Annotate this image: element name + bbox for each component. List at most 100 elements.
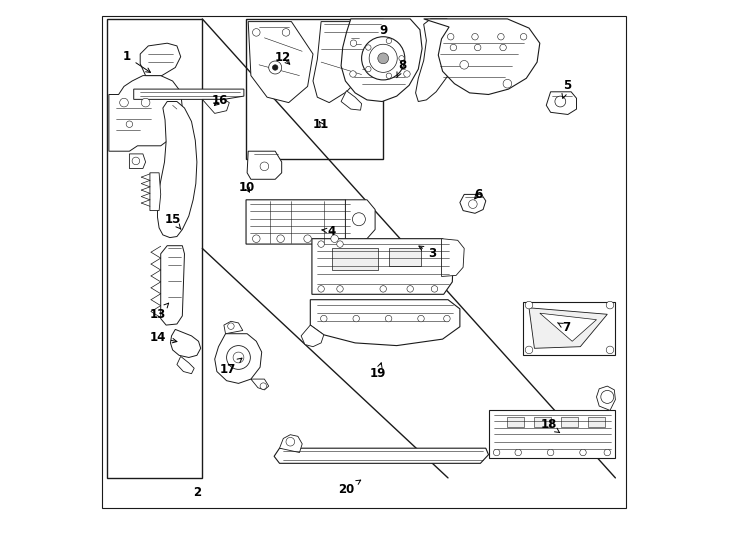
Circle shape — [318, 286, 324, 292]
Polygon shape — [224, 321, 243, 334]
Circle shape — [369, 44, 397, 72]
Polygon shape — [312, 239, 454, 294]
Circle shape — [352, 213, 366, 226]
Circle shape — [321, 315, 327, 322]
Polygon shape — [534, 417, 550, 427]
Circle shape — [260, 383, 266, 389]
Circle shape — [580, 449, 586, 456]
Polygon shape — [248, 22, 313, 103]
Polygon shape — [589, 417, 605, 427]
Circle shape — [404, 71, 410, 77]
Polygon shape — [103, 16, 626, 508]
Circle shape — [132, 157, 139, 165]
Polygon shape — [280, 435, 302, 453]
Circle shape — [500, 44, 506, 51]
Text: 10: 10 — [239, 181, 255, 194]
Text: 19: 19 — [370, 363, 386, 380]
Circle shape — [385, 315, 392, 322]
Circle shape — [331, 235, 338, 242]
Text: 5: 5 — [562, 79, 571, 98]
Circle shape — [418, 315, 424, 322]
Circle shape — [252, 235, 260, 242]
Text: 4: 4 — [322, 225, 336, 238]
Circle shape — [604, 449, 611, 456]
Circle shape — [337, 241, 344, 247]
Circle shape — [141, 98, 150, 107]
Circle shape — [228, 323, 234, 329]
Polygon shape — [523, 302, 615, 355]
Circle shape — [378, 53, 388, 64]
Polygon shape — [177, 356, 195, 374]
Text: 11: 11 — [313, 118, 330, 131]
Polygon shape — [332, 248, 378, 270]
Polygon shape — [134, 89, 244, 99]
Text: 12: 12 — [275, 51, 291, 64]
Text: 2: 2 — [193, 486, 201, 499]
Circle shape — [520, 33, 527, 40]
Text: 14: 14 — [149, 331, 177, 344]
Circle shape — [503, 79, 512, 88]
Circle shape — [448, 33, 454, 40]
Text: 1: 1 — [123, 50, 150, 72]
Circle shape — [380, 286, 386, 292]
Polygon shape — [341, 91, 362, 110]
Text: 18: 18 — [540, 418, 559, 433]
Circle shape — [443, 315, 450, 322]
Polygon shape — [310, 300, 460, 346]
Polygon shape — [158, 102, 197, 238]
Polygon shape — [313, 22, 383, 103]
Circle shape — [337, 286, 344, 292]
Circle shape — [318, 241, 324, 247]
Circle shape — [260, 162, 269, 171]
Polygon shape — [150, 173, 161, 211]
Circle shape — [493, 449, 500, 456]
Polygon shape — [140, 43, 181, 76]
Polygon shape — [341, 19, 422, 102]
Text: 3: 3 — [419, 246, 436, 260]
Circle shape — [353, 315, 360, 322]
Polygon shape — [424, 19, 539, 94]
Circle shape — [227, 346, 250, 369]
Circle shape — [272, 65, 278, 70]
Polygon shape — [129, 154, 145, 168]
Circle shape — [349, 71, 356, 77]
Polygon shape — [251, 379, 269, 390]
Circle shape — [601, 390, 614, 403]
Circle shape — [233, 352, 244, 363]
Circle shape — [304, 235, 311, 242]
Text: 8: 8 — [397, 59, 406, 78]
Circle shape — [120, 98, 128, 107]
Polygon shape — [346, 200, 375, 244]
Circle shape — [526, 346, 533, 354]
Circle shape — [515, 449, 521, 456]
Circle shape — [606, 301, 614, 309]
Polygon shape — [170, 329, 200, 357]
Text: 7: 7 — [558, 321, 571, 334]
Polygon shape — [597, 386, 615, 410]
Polygon shape — [245, 19, 383, 159]
Text: 16: 16 — [212, 94, 228, 107]
Circle shape — [126, 121, 133, 127]
Polygon shape — [489, 410, 615, 458]
Polygon shape — [215, 334, 262, 383]
Polygon shape — [161, 246, 184, 325]
Circle shape — [460, 60, 468, 69]
Polygon shape — [415, 19, 456, 102]
Text: 9: 9 — [379, 24, 388, 37]
Circle shape — [386, 73, 391, 78]
Text: 20: 20 — [338, 480, 360, 496]
Polygon shape — [274, 448, 489, 463]
Circle shape — [432, 286, 437, 292]
Polygon shape — [546, 92, 576, 114]
Circle shape — [366, 45, 371, 50]
Polygon shape — [301, 325, 324, 347]
Polygon shape — [388, 248, 421, 266]
Text: 13: 13 — [149, 303, 169, 321]
Polygon shape — [247, 151, 282, 179]
Circle shape — [450, 44, 457, 51]
Polygon shape — [507, 417, 523, 427]
Circle shape — [350, 40, 357, 46]
Circle shape — [362, 37, 404, 80]
Text: 17: 17 — [219, 358, 242, 376]
Circle shape — [366, 66, 371, 72]
